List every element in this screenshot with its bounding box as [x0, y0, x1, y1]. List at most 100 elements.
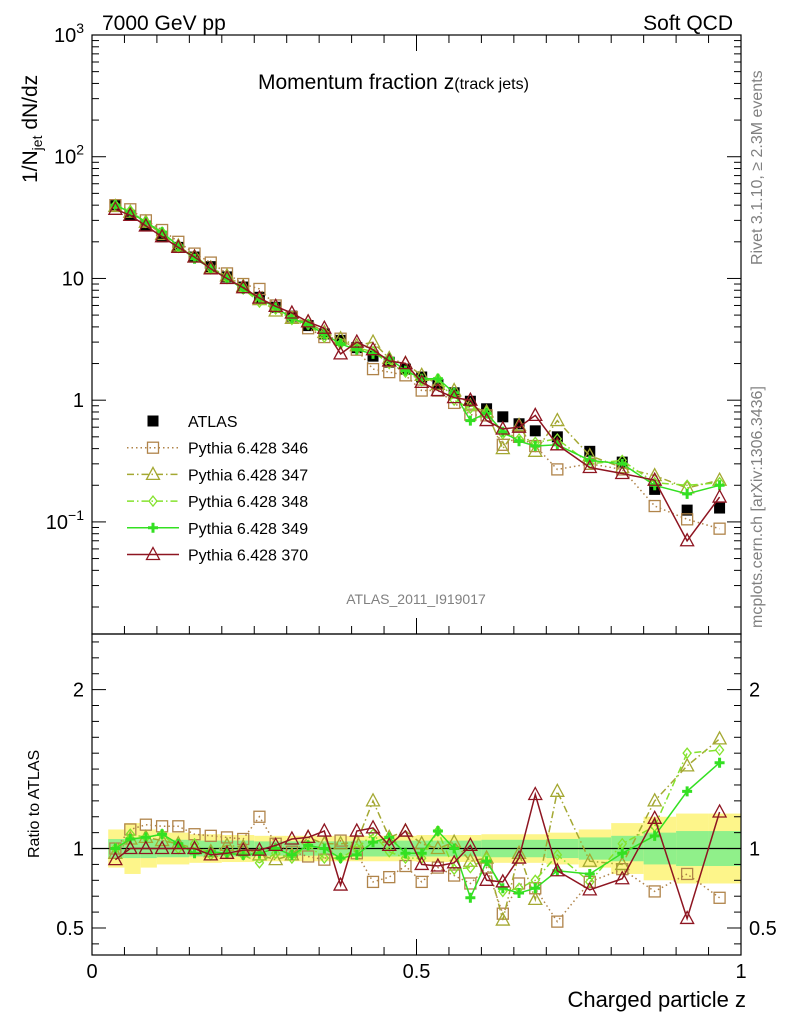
legend-item: Pythia 6.428 348	[127, 494, 308, 511]
ratio-data-point	[714, 757, 725, 768]
data-point	[349, 333, 365, 348]
ratio-data-point	[107, 844, 123, 859]
legend-marker	[148, 522, 158, 533]
ratio-data-point	[316, 822, 332, 837]
main-title-symbol: z	[444, 71, 455, 94]
legend-item: Pythia 6.428 346	[127, 441, 308, 458]
ratio-data-point	[399, 859, 412, 873]
legend-marker	[146, 441, 160, 454]
data-point	[711, 488, 728, 503]
ratio-data-point	[465, 861, 476, 874]
ratio-data-point	[334, 834, 347, 847]
ratio-data-point	[400, 848, 411, 859]
ratio-data-point	[366, 875, 380, 889]
data-point	[365, 341, 381, 356]
ratio-data-point	[447, 869, 461, 882]
legend-item: Pythia 6.428 349	[127, 521, 308, 538]
ratio-data-point	[397, 822, 414, 837]
ratio-y-tick-label: 1	[73, 839, 84, 861]
x-tick-label: 0.5	[403, 961, 431, 983]
ratio-data-point	[529, 882, 542, 895]
data-point	[381, 352, 397, 367]
ratio-data-point	[584, 875, 595, 888]
ratio-data-point	[286, 849, 297, 860]
main-title: Momentum fraction z(track jets)	[258, 71, 529, 94]
data-point	[366, 362, 380, 376]
data-point	[584, 445, 596, 457]
ratio-data-point	[365, 792, 381, 807]
ratio-data-point	[495, 873, 511, 888]
ratio-y-label: Ratio to ATLAS	[26, 750, 43, 858]
ratio-data-point	[303, 839, 313, 852]
data-point	[497, 411, 509, 423]
ratio-data-point	[220, 831, 234, 844]
ratio-data-point	[430, 840, 446, 855]
ratio-data-point	[332, 835, 349, 850]
legend-label: Pythia 6.428 346	[188, 441, 308, 458]
analysis-id-label: ATLAS_2011_I919017	[346, 591, 486, 607]
ratio-data-point	[497, 883, 508, 894]
ratio-data-point	[368, 837, 379, 848]
ratio-y-tick-label: 2	[73, 680, 84, 702]
ratio-data-point	[154, 840, 170, 855]
ratio-data-point	[253, 810, 266, 823]
data-point	[332, 345, 349, 360]
ratio-data-point	[268, 836, 284, 852]
ratio-data-point	[122, 840, 138, 855]
legend-label: Pythia 6.428 347	[188, 467, 308, 484]
main-plot-marks	[107, 198, 728, 547]
ratio-data-point	[365, 819, 381, 834]
data-point	[383, 365, 396, 379]
ratio-data-point	[462, 852, 478, 867]
data-point	[284, 304, 300, 319]
data-point	[446, 389, 462, 404]
ratio-data-point	[318, 853, 331, 866]
data-point	[529, 425, 541, 437]
ratio-data-point	[617, 848, 628, 859]
ratio-data-point	[172, 820, 185, 833]
ratio-data-point	[170, 840, 186, 855]
ratio-data-point	[381, 836, 397, 852]
ratio-data-point	[349, 822, 365, 837]
legend-item: Pythia 6.428 347	[127, 466, 308, 484]
ratio-data-point	[514, 888, 525, 899]
y-tick-label: 1	[73, 390, 84, 412]
data-point	[680, 513, 694, 526]
data-point	[495, 440, 511, 455]
ratio-plot-panel: 2 21 10.5 0.50 0.5 1 Ratio to ATLAS Charged p…	[26, 35, 777, 1012]
main-y-label-main: 1/N	[19, 150, 42, 183]
data-point	[203, 260, 219, 275]
ratio-data-point	[157, 828, 167, 841]
ratio-data-point	[414, 856, 430, 871]
legend-item: ATLAS	[147, 414, 238, 431]
ratio-data-point	[549, 782, 565, 797]
ratio-data-point	[300, 829, 316, 844]
ratio-data-point	[186, 840, 203, 855]
data-point	[300, 313, 316, 328]
y-tick-label: 10−1	[46, 507, 84, 534]
ratio-data-point	[711, 730, 728, 745]
ratio-data-point	[714, 743, 725, 757]
ratio-data-point	[449, 843, 460, 854]
ratio-data-point	[527, 891, 543, 906]
data-point	[714, 502, 726, 514]
ratio-plot-frame	[91, 633, 742, 956]
data-point	[430, 382, 446, 397]
legend-label: Pythia 6.428 348	[188, 494, 308, 511]
x-tick-label: 1	[735, 961, 746, 983]
ratio-data-point	[431, 861, 445, 874]
process-label: Soft QCD	[643, 12, 733, 35]
ratio-data-point	[138, 840, 154, 855]
ratio-ticks: 2 21 10.5 0.50 0.5 1	[56, 35, 777, 983]
ratio-data-point	[682, 747, 692, 760]
rivet-label: Rivet 3.1.10, ≥ 2.3M events	[749, 70, 766, 265]
ratio-data-point	[679, 910, 695, 925]
data-point	[527, 407, 543, 422]
ratio-data-point	[284, 830, 300, 845]
ratio-data-point	[268, 851, 284, 866]
ratio-data-point	[237, 832, 250, 846]
ratio-data-point	[415, 875, 428, 889]
ratio-data-point	[680, 867, 694, 881]
